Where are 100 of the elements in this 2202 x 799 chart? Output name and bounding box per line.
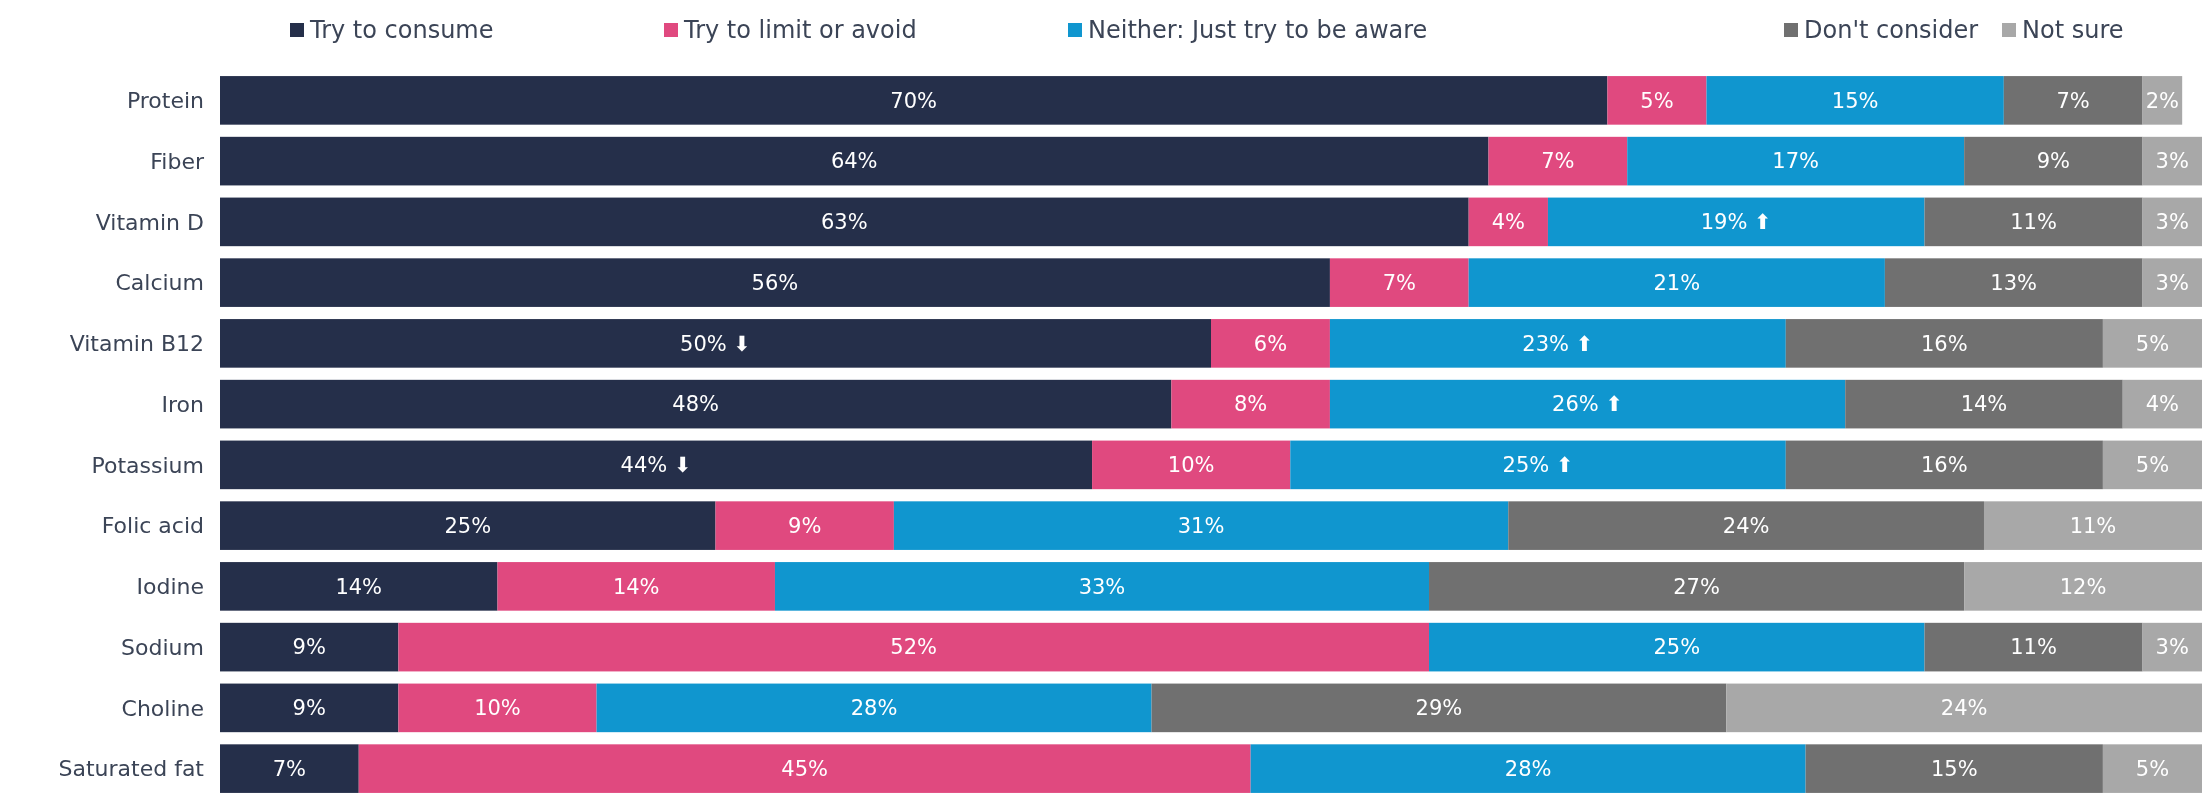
data-label: 3% (2155, 149, 2189, 174)
data-label: 44% ⬇ (620, 453, 692, 478)
bar (220, 76, 1608, 125)
bar (1488, 136, 1628, 186)
bar (220, 744, 359, 793)
bar (2142, 258, 2202, 307)
data-label: 15% (1831, 88, 1879, 113)
data-label: 5% (2135, 453, 2170, 478)
y-tick-label: Potassium (91, 452, 204, 478)
data-label: 33% (1078, 574, 1126, 599)
data-label: 8% (1233, 392, 1268, 417)
data-label: 15% (1930, 756, 1978, 781)
data-label: 64% (830, 149, 878, 174)
bar (596, 683, 1152, 733)
data-label: 16% (1921, 331, 1968, 356)
data-label: 14% (1960, 392, 2008, 417)
data-label: 10% (1167, 453, 1215, 478)
bar (1805, 744, 2103, 793)
data-label: 9% (292, 635, 326, 660)
legend-label: Try to consume (309, 16, 494, 45)
data-label: 28% (1504, 756, 1552, 781)
data-label: 31% (1177, 513, 1225, 538)
data-label: 3% (2155, 270, 2189, 295)
bar (715, 501, 894, 550)
data-label: 3% (2155, 210, 2189, 235)
bar (1845, 379, 2123, 429)
bar (2122, 379, 2202, 429)
bar (1290, 440, 1786, 490)
bar (1171, 379, 1330, 429)
data-label: 11% (2010, 635, 2057, 660)
bar (1964, 136, 2143, 186)
bar (1092, 440, 1291, 490)
data-label: 23% ⬆ (1522, 331, 1594, 356)
data-label: 16% (1921, 453, 1968, 478)
data-label: 25% (1653, 635, 1701, 660)
data-label: 7% (272, 756, 307, 781)
bar (2102, 440, 2202, 490)
data-label: 4% (2145, 392, 2180, 417)
data-label: 28% (850, 696, 898, 721)
data-label: 25% (444, 513, 492, 538)
data-label: 11% (2069, 513, 2117, 538)
data-label: 3% (2155, 635, 2189, 660)
data-label: 9% (788, 513, 822, 538)
bar (2102, 744, 2202, 793)
y-tick-label: Protein (126, 88, 204, 114)
bar (398, 683, 597, 733)
data-label: 7% (1382, 270, 1416, 295)
y-tick-label: Iron (161, 391, 204, 417)
y-tick-label: Folic acid (101, 513, 204, 539)
bar (2142, 622, 2202, 672)
bar (1924, 622, 2143, 672)
data-label: 12% (2059, 574, 2107, 599)
data-label: 6% (1253, 331, 1288, 356)
bar (1726, 683, 2202, 733)
bar (1211, 319, 1330, 368)
bar (220, 258, 1330, 307)
y-tick-label: Iodine (136, 574, 204, 600)
data-label: 13% (1990, 270, 2038, 295)
bar (1329, 258, 1469, 307)
data-label: 5% (2135, 331, 2170, 356)
data-label: 5% (1640, 88, 1674, 113)
y-tick-label: Sodium (121, 634, 204, 660)
legend-label: Don't consider (1804, 16, 1979, 45)
data-label: 24% (1722, 513, 1770, 538)
data-label: 21% (1653, 270, 1701, 295)
data-label: 17% (1772, 149, 1820, 174)
bar (1983, 501, 2202, 550)
bar (1151, 683, 1727, 733)
bar (774, 562, 1430, 611)
y-tick-label: Fiber (150, 148, 205, 174)
bar (1924, 197, 2143, 247)
bar (1706, 76, 2004, 125)
data-label: 56% (751, 270, 799, 295)
bar (1607, 76, 1707, 125)
bar (220, 197, 1469, 247)
bar (1468, 258, 1885, 307)
bar (220, 622, 399, 672)
y-tick-label: Vitamin B12 (69, 331, 204, 357)
data-label: 27% (1673, 574, 1720, 599)
bar (893, 501, 1509, 550)
bar (1785, 319, 2103, 368)
bar (497, 562, 775, 611)
y-tick-label: Choline (121, 695, 204, 721)
bar (220, 319, 1211, 368)
data-label: 24% (1940, 696, 1988, 721)
bar (1547, 197, 1925, 247)
legend-label: Not sure (2022, 16, 2124, 45)
bar (220, 136, 1489, 186)
legend-label: Try to limit or avoid (683, 16, 917, 45)
bar (220, 501, 716, 550)
data-label: 70% (890, 88, 938, 113)
data-label: 7% (1541, 149, 1575, 174)
data-label: 14% (335, 574, 383, 599)
bar (220, 379, 1172, 429)
data-label: 50% ⬇ (680, 331, 751, 356)
bar (1429, 622, 1925, 672)
bar (1508, 501, 1984, 550)
bar (2142, 197, 2202, 247)
bar (220, 562, 498, 611)
bar (1429, 562, 1965, 611)
